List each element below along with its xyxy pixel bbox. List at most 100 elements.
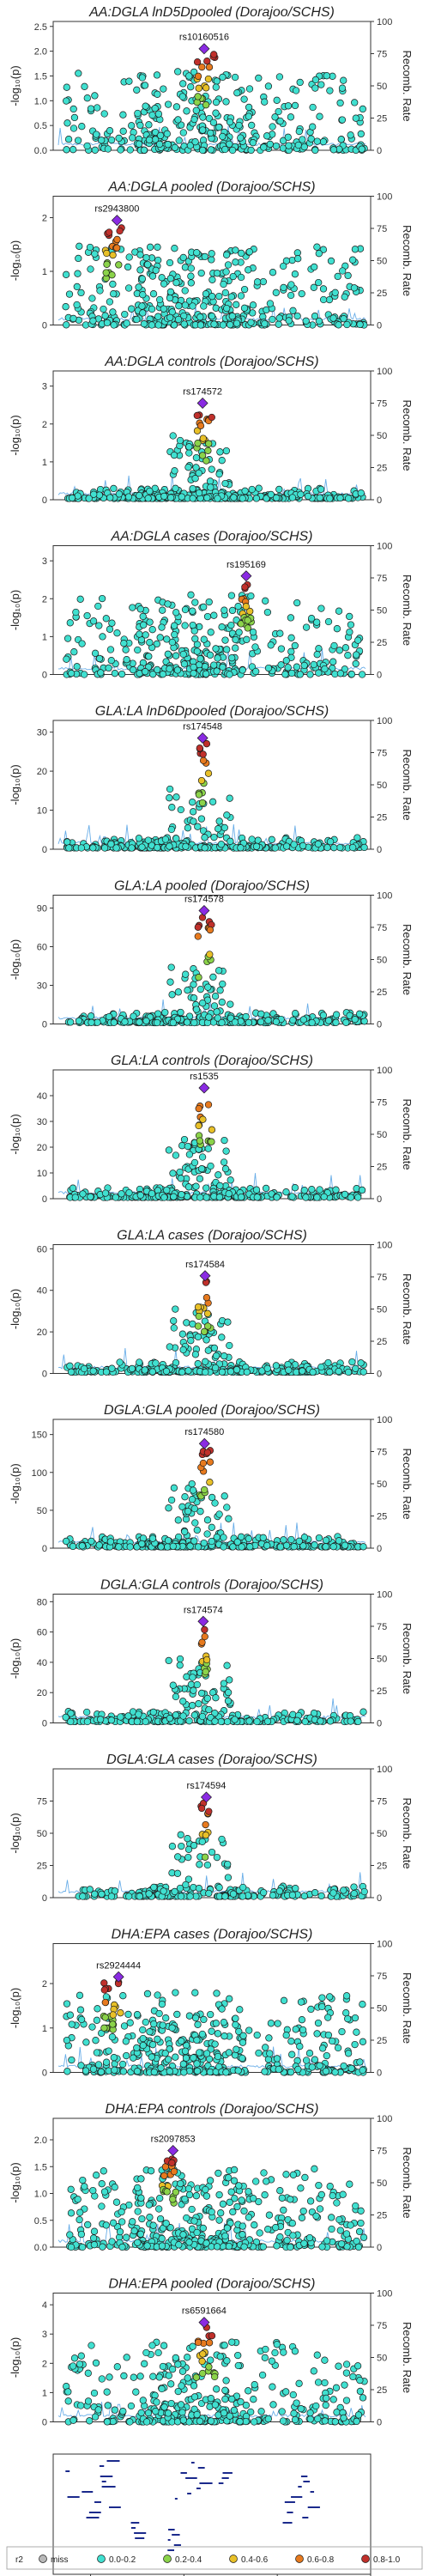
y-tick-label: 1.0 — [34, 96, 47, 106]
snp-point — [151, 105, 159, 112]
recomb-axis-label: Recomb. Rate — [401, 749, 414, 820]
snp-point — [110, 1018, 118, 1026]
snp-point — [66, 1362, 74, 1370]
snp-point — [145, 653, 153, 660]
snp-point — [311, 313, 319, 320]
lead-snp-label: rs2943800 — [94, 204, 139, 215]
snp-point — [136, 2230, 145, 2238]
snp-point — [172, 835, 180, 842]
snp-point — [69, 314, 77, 323]
snp-point — [218, 1334, 226, 1341]
snp-point — [194, 1543, 202, 1551]
snp-point — [201, 1625, 208, 1634]
snp-point — [75, 1017, 83, 1025]
snp-point — [317, 2190, 325, 2199]
snp-point — [185, 1717, 193, 1725]
snp-point — [322, 2068, 330, 2075]
snp-point — [328, 2225, 335, 2233]
snp-point — [335, 1367, 342, 1376]
snp-point — [191, 138, 199, 146]
snp-point — [73, 301, 81, 309]
snp-point — [198, 63, 206, 71]
snp-point — [212, 2020, 221, 2027]
snp-point — [133, 2068, 142, 2075]
snp-point — [169, 1542, 177, 1550]
snp-point — [67, 1368, 76, 1376]
snp-point — [343, 320, 351, 329]
recomb-axis-label: Recomb. Rate — [401, 924, 414, 995]
snp-point — [125, 1188, 133, 1197]
snp-point — [148, 1189, 156, 1198]
snp-point — [93, 2172, 100, 2179]
snp-point — [223, 2224, 232, 2232]
y-tick-label: 2 — [42, 420, 47, 430]
snp-point — [108, 1364, 116, 1372]
snp-point — [323, 72, 330, 80]
snp-point — [145, 136, 154, 144]
snp-point — [298, 289, 305, 298]
snp-point — [227, 621, 235, 629]
snp-point — [222, 98, 230, 106]
snp-point — [166, 1343, 173, 1351]
snp-point — [82, 2038, 90, 2046]
snp-point — [199, 434, 207, 442]
snp-point — [180, 312, 188, 320]
snp-point — [263, 2178, 270, 2185]
snp-point — [245, 112, 253, 120]
snp-point — [329, 2191, 336, 2200]
snp-point — [299, 1367, 306, 1375]
y-tick-label: 40 — [37, 1658, 47, 1668]
snp-point — [171, 630, 178, 639]
recomb-tick-label: 100 — [377, 17, 392, 27]
snp-point — [215, 817, 223, 825]
snp-point — [348, 1358, 356, 1366]
snp-point — [156, 295, 164, 304]
snp-point — [278, 2194, 286, 2202]
snp-point — [146, 243, 154, 251]
snp-point — [170, 1193, 178, 1200]
snp-point — [216, 2353, 224, 2360]
snp-point — [185, 2239, 193, 2246]
snp-point — [210, 320, 218, 328]
lead-snp-label: rs195169 — [227, 560, 266, 570]
snp-point — [336, 494, 344, 502]
snp-point — [287, 634, 295, 641]
snp-point — [226, 1995, 233, 2002]
snp-point — [229, 272, 237, 281]
snp-point — [219, 980, 227, 988]
snp-point — [100, 110, 108, 118]
snp-point — [76, 2215, 83, 2224]
y-tick-label: 150 — [32, 1431, 47, 1441]
snp-point — [108, 2238, 116, 2245]
snp-point — [360, 843, 368, 852]
snp-point — [165, 1656, 172, 1665]
snp-point — [315, 669, 323, 677]
snp-point — [224, 1697, 233, 1705]
snp-point — [272, 1018, 281, 1026]
y-axis-label: -log₁₀(p) — [9, 2162, 21, 2202]
snp-point — [301, 2173, 309, 2182]
y-tick-label: 2 — [42, 214, 47, 224]
snp-point — [252, 2178, 260, 2185]
snp-point — [202, 101, 210, 109]
snp-point — [194, 72, 202, 80]
y-tick-label: 20 — [37, 767, 47, 777]
snp-point — [332, 1186, 340, 1194]
snp-point — [293, 249, 301, 257]
snp-point — [357, 1359, 365, 1367]
snp-point — [87, 105, 95, 112]
snp-point — [167, 2380, 175, 2388]
snp-point — [341, 1190, 349, 1199]
snp-point — [111, 2184, 118, 2191]
snp-point — [67, 2243, 76, 2251]
snp-point — [191, 475, 199, 483]
snp-point — [107, 657, 115, 665]
snp-point — [282, 1188, 290, 1196]
snp-point — [77, 844, 86, 852]
snp-point — [148, 1368, 156, 1376]
recomb-tick-label: 25 — [377, 987, 387, 998]
lead-snp-label: rs2924444 — [96, 1960, 141, 1971]
snp-point — [272, 494, 281, 501]
snp-point — [197, 776, 206, 785]
snp-point — [191, 1351, 200, 1358]
